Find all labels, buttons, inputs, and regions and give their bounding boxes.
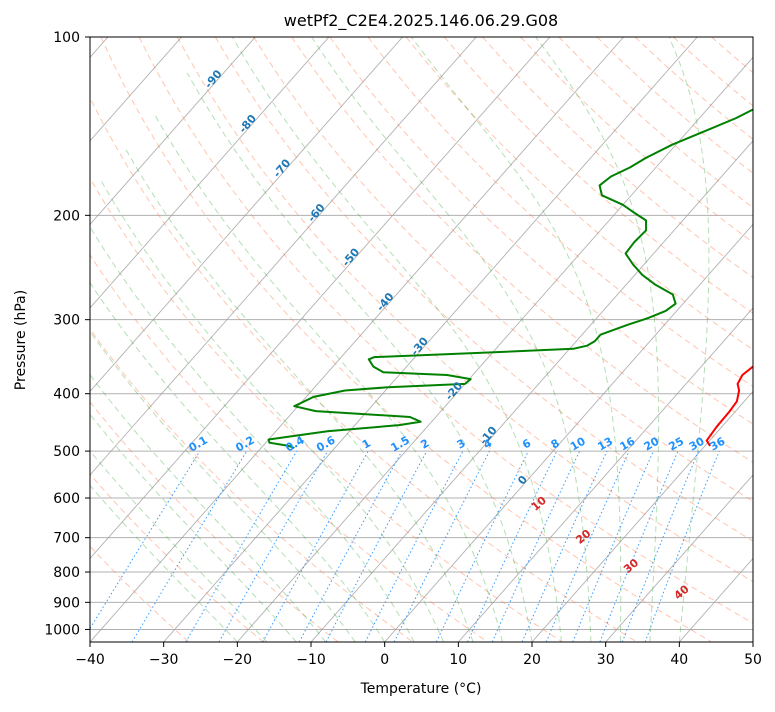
x-tick-label: 10	[449, 652, 467, 668]
y-tick-label: 200	[53, 208, 80, 224]
y-tick-label: 100	[53, 30, 80, 46]
y-tick-label: 900	[53, 595, 80, 611]
y-tick-label: 1000	[44, 622, 80, 638]
x-tick-label: 0	[380, 652, 389, 668]
chart-title: wetPf2_C2E4.2025.146.06.29.G08	[284, 11, 558, 31]
x-tick-label: −20	[223, 652, 253, 668]
x-tick-label: 30	[597, 652, 615, 668]
x-tick-label: 50	[744, 652, 762, 668]
y-tick-label: 800	[53, 565, 80, 581]
x-tick-label: 40	[670, 652, 688, 668]
x-tick-label: 20	[523, 652, 541, 668]
x-tick-label: −40	[75, 652, 105, 668]
x-axis-title: Temperature (°C)	[360, 681, 482, 697]
y-tick-label: 300	[53, 313, 80, 329]
x-tick-label: −30	[149, 652, 179, 668]
y-tick-label: 700	[53, 531, 80, 547]
y-tick-label: 500	[53, 444, 80, 460]
y-tick-label: 400	[53, 387, 80, 403]
x-tick-label: −10	[296, 652, 326, 668]
y-tick-label: 600	[53, 491, 80, 507]
y-axis-title: Pressure (hPa)	[13, 290, 29, 390]
